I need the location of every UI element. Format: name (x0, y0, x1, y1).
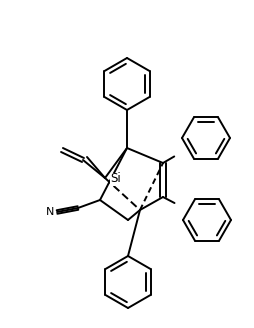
Text: N: N (46, 207, 54, 217)
Text: Si: Si (110, 173, 121, 186)
